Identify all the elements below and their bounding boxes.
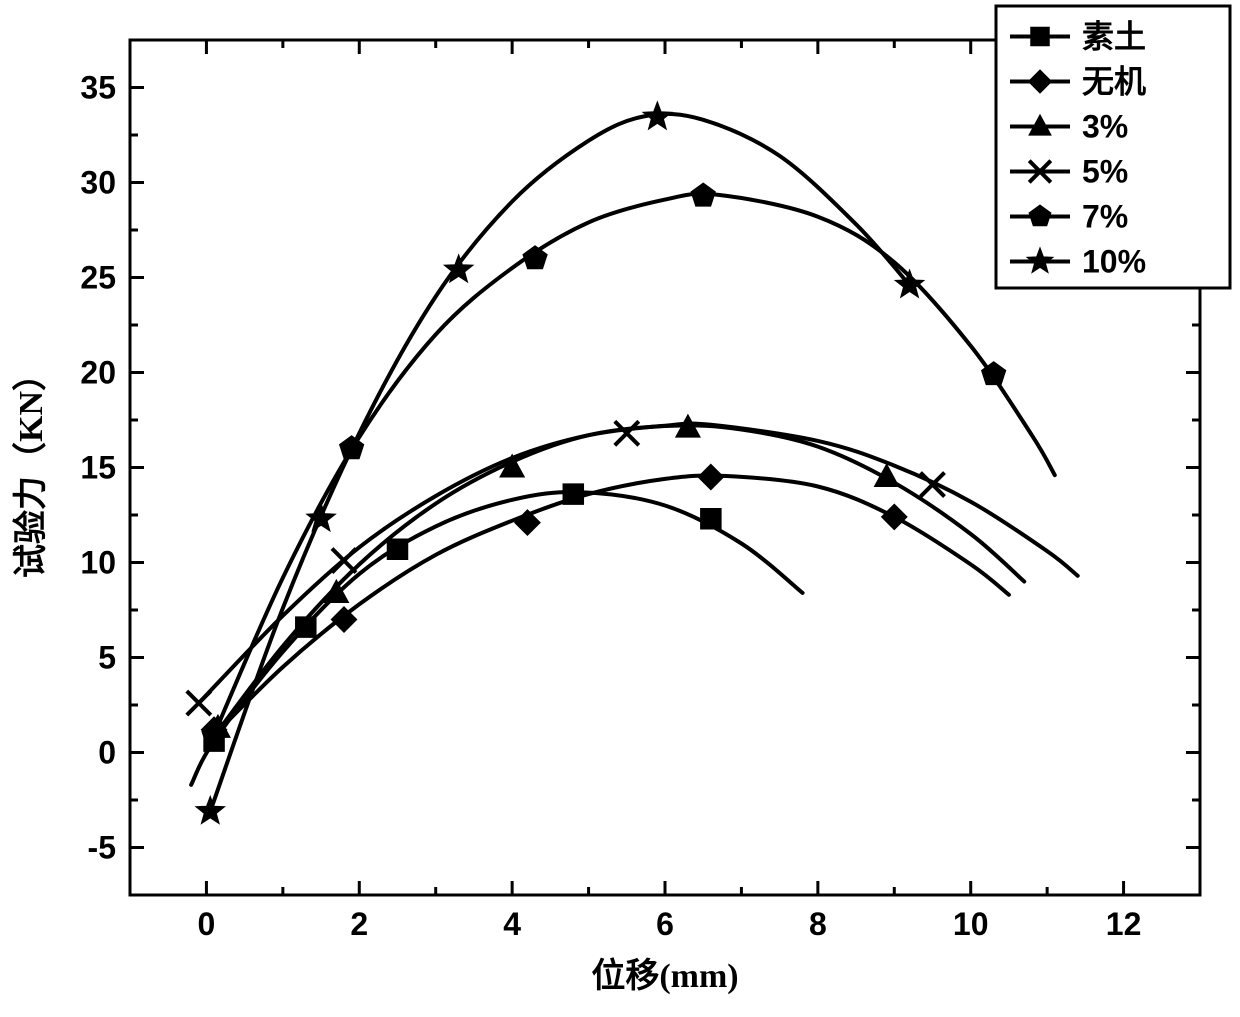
marker-inorganic <box>698 465 723 490</box>
marker-plain-soil <box>296 617 316 637</box>
y-tick-label: -5 <box>88 830 116 866</box>
marker-pct7 <box>691 183 715 205</box>
marker-plain-soil <box>701 509 721 529</box>
x-tick-label: 6 <box>656 906 674 942</box>
plot-series-group <box>191 114 1078 811</box>
y-tick-label: 5 <box>98 640 116 676</box>
marker-pct3 <box>325 581 349 603</box>
y-tick-label: 25 <box>80 260 116 296</box>
curve-pct10 <box>210 114 909 811</box>
legend-label: 7% <box>1082 199 1128 235</box>
y-tick-label: 0 <box>98 735 116 771</box>
chart-svg: 0 2 4 6 8 10 12 -5 0 5 10 15 20 25 30 35 位移(mm) 试验力（KN） 素土… <box>0 0 1240 1017</box>
marker-pct7 <box>523 246 547 268</box>
x-tick-label: 4 <box>503 906 521 942</box>
x-tick-label: 10 <box>953 906 989 942</box>
legend-label: 5% <box>1082 154 1128 190</box>
marker-plain-soil <box>563 484 583 504</box>
y-tick-label: 35 <box>80 70 116 106</box>
legend-marker <box>1031 28 1049 46</box>
curve-pct3 <box>206 425 1024 746</box>
x-tick-label: 2 <box>350 906 368 942</box>
marker-pct10 <box>644 103 671 129</box>
y-tick-label: 15 <box>80 450 116 486</box>
y-axis-label: 试验力（KN） <box>11 357 50 578</box>
y-tick-label: 10 <box>80 545 116 581</box>
marker-pct10 <box>197 797 224 823</box>
legend-label: 素土 <box>1082 19 1146 55</box>
chart-container: 0 2 4 6 8 10 12 -5 0 5 10 15 20 25 30 35 位移(mm) 试验力（KN） 素土… <box>0 0 1240 1017</box>
legend-label: 无机 <box>1082 64 1146 100</box>
curve-pct7 <box>206 194 1054 753</box>
curve-plain-soil <box>191 492 802 785</box>
marker-inorganic <box>515 510 540 535</box>
legend-label: 3% <box>1082 109 1128 145</box>
x-tick-label: 0 <box>198 906 216 942</box>
x-axis-label: 位移(mm) <box>591 957 738 995</box>
marker-inorganic <box>882 505 907 530</box>
curve-pct5 <box>199 423 1078 703</box>
x-tick-label: 8 <box>809 906 827 942</box>
marker-plain-soil <box>388 539 408 559</box>
legend-label: 10% <box>1082 244 1146 280</box>
y-tick-label: 30 <box>80 165 116 201</box>
y-tick-label: 20 <box>80 355 116 391</box>
x-tick-label: 12 <box>1106 906 1142 942</box>
marker-pct10 <box>307 504 334 530</box>
